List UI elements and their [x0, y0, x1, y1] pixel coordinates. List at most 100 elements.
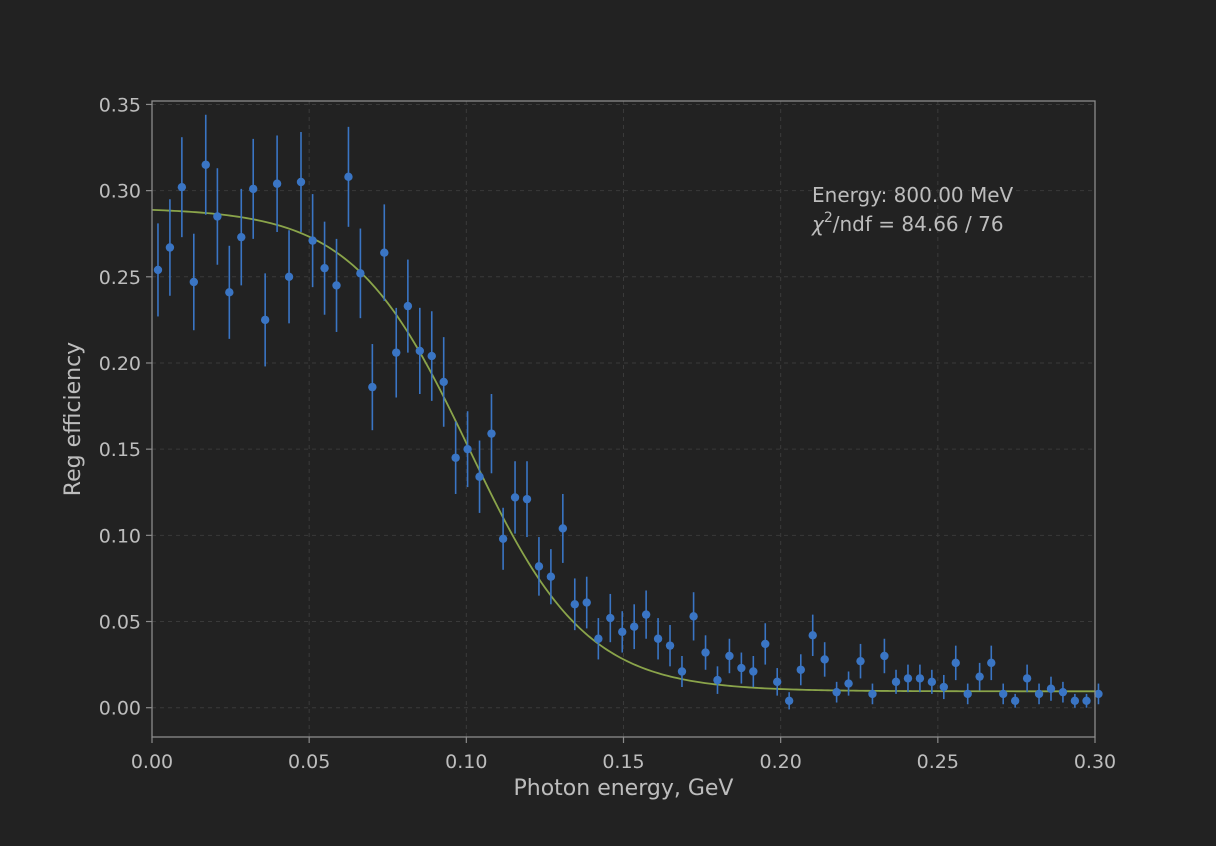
- data-point: [165, 243, 175, 252]
- data-point: [796, 665, 805, 674]
- data-point: [558, 524, 568, 533]
- y-tick-label: 0.30: [99, 181, 141, 203]
- data-point: [522, 494, 532, 504]
- y-tick-label: 0.25: [99, 267, 141, 289]
- data-point: [451, 453, 460, 462]
- fit-curve: [151, 209, 1095, 693]
- y-tick-label: 0.35: [99, 94, 141, 116]
- data-point: [189, 277, 199, 287]
- data-point: [665, 641, 675, 650]
- data-point: [296, 177, 306, 187]
- x-tick-label: 0.20: [760, 751, 802, 773]
- x-tick-label: 0.15: [602, 751, 644, 773]
- data-point: [308, 236, 317, 245]
- x-tick-label: 0.25: [917, 751, 959, 773]
- data-point: [951, 658, 960, 668]
- data-point: [368, 382, 377, 392]
- data-point: [606, 613, 615, 623]
- data-point: [260, 315, 270, 325]
- data-point: [629, 622, 639, 631]
- data-point: [987, 658, 996, 668]
- data-point: [963, 689, 972, 699]
- data-point: [1010, 696, 1020, 706]
- data-point: [868, 689, 877, 699]
- data-point: [832, 687, 841, 697]
- data-point: [1070, 696, 1080, 706]
- data-point: [701, 648, 710, 657]
- data-point: [392, 348, 401, 357]
- data-point: [737, 663, 746, 673]
- data-point: [844, 679, 853, 688]
- data-point: [618, 627, 627, 637]
- data-point: [653, 634, 663, 643]
- data-point: [927, 677, 937, 687]
- points-layer: [153, 114, 1103, 710]
- y-tick-label: 0.10: [99, 525, 141, 547]
- chi-exponent: 2: [824, 210, 833, 226]
- chi-symbol: χ: [811, 212, 825, 236]
- data-point: [344, 172, 353, 182]
- data-point: [1046, 684, 1056, 693]
- data-point: [1082, 696, 1091, 706]
- fit-layer: [151, 209, 1095, 693]
- data-point: [225, 288, 234, 297]
- x-tick-label: 0.00: [131, 751, 173, 773]
- data-point: [427, 351, 436, 361]
- y-axis-label: Reg efficiency: [61, 342, 86, 496]
- y-tick-label: 0.15: [99, 439, 141, 461]
- x-tick-label: 0.10: [445, 751, 487, 773]
- data-point: [1058, 687, 1068, 697]
- data-point: [546, 572, 556, 581]
- data-point: [749, 667, 758, 676]
- y-tick-label: 0.20: [99, 353, 141, 375]
- data-point: [380, 248, 389, 257]
- data-point: [213, 212, 222, 221]
- data-point: [820, 655, 829, 664]
- data-point: [201, 160, 210, 169]
- annotation-chi2: χ2/ndf = 84.66 / 76: [811, 210, 1004, 236]
- y-axis-ticks: 0.00 0.05 0.10 0.15 0.20 0.25 0.30 0.35: [99, 94, 152, 720]
- data-point: [773, 677, 782, 687]
- x-axis-ticks: 0.00 0.05 0.10 0.15 0.20 0.25 0.30: [131, 737, 1116, 773]
- data-point: [677, 667, 687, 676]
- data-point: [237, 232, 246, 242]
- data-point: [1022, 674, 1032, 683]
- data-point: [1094, 689, 1103, 699]
- data-point: [689, 612, 698, 621]
- data-point: [153, 265, 163, 275]
- annotation-energy: Energy: 800.00 MeV: [812, 183, 1014, 207]
- data-point: [856, 656, 865, 666]
- data-point: [272, 179, 282, 188]
- data-point: [891, 677, 901, 687]
- x-tick-label: 0.30: [1074, 751, 1116, 773]
- data-point: [975, 672, 984, 681]
- y-tick-label: 0.05: [99, 612, 141, 634]
- data-point: [903, 674, 913, 683]
- x-tick-label: 0.05: [288, 751, 330, 773]
- data-point: [999, 689, 1008, 699]
- data-point: [534, 562, 544, 571]
- data-point: [510, 493, 520, 502]
- data-point: [249, 184, 258, 194]
- data-point: [463, 444, 472, 454]
- data-point: [177, 182, 187, 192]
- data-point: [439, 377, 448, 387]
- data-point: [332, 281, 341, 290]
- data-point: [713, 675, 722, 685]
- chi-ratio: /ndf = 84.66 / 76: [833, 212, 1004, 236]
- data-point: [1034, 689, 1044, 699]
- data-point: [880, 651, 889, 661]
- data-point: [320, 263, 329, 273]
- data-point: [356, 269, 365, 278]
- data-point: [570, 600, 579, 609]
- data-point: [582, 598, 591, 607]
- data-point: [594, 634, 603, 643]
- data-point: [415, 346, 425, 356]
- data-point: [784, 696, 794, 706]
- data-point: [808, 631, 817, 640]
- y-tick-label: 0.00: [99, 698, 141, 720]
- data-point: [939, 682, 949, 692]
- x-axis-label: Photon energy, GeV: [514, 776, 734, 801]
